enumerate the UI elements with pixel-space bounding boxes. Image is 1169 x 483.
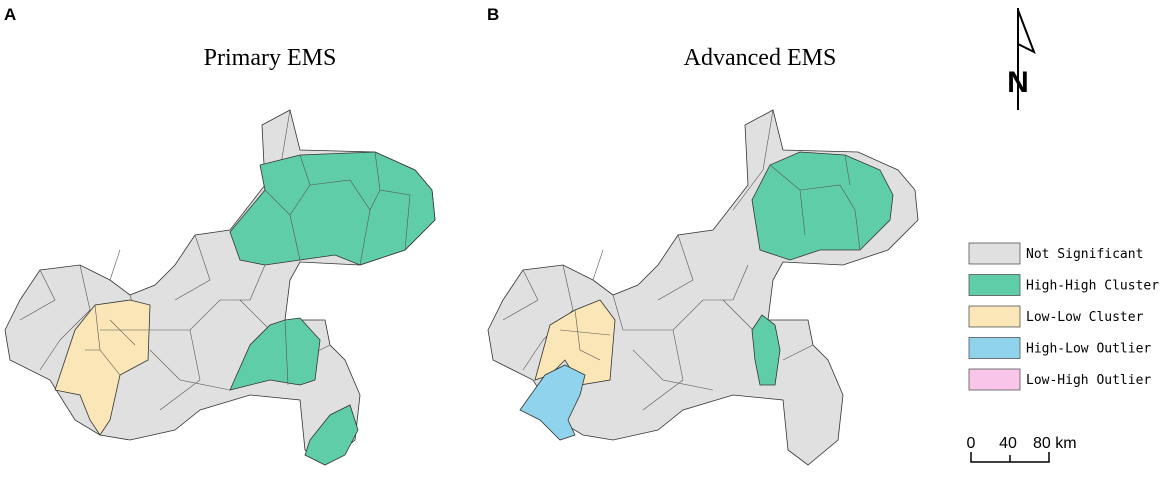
- panel-letter: B: [487, 5, 499, 24]
- legend-label: High-High Cluster: [1026, 279, 1159, 294]
- scale-label: 0: [967, 435, 976, 452]
- panel-letter: A: [4, 5, 16, 24]
- legend-swatch: [968, 242, 1021, 265]
- legend-swatch: [968, 368, 1021, 391]
- panel-title: Advanced EMS: [684, 45, 837, 71]
- legend-label: High-Low Outlier: [1026, 342, 1151, 357]
- map-b: [487, 109, 919, 466]
- map-a: [4, 109, 436, 466]
- panel-title: Primary EMS: [204, 45, 337, 71]
- legend: Not Significant High-High Cluster Low-Low …: [968, 242, 1159, 391]
- legend-label: Low-Low Cluster: [1026, 310, 1144, 325]
- scale-label: 40: [999, 435, 1017, 452]
- scale-label: 80 km: [1033, 435, 1077, 452]
- legend-label: Not Significant: [1026, 247, 1143, 262]
- legend-swatch: [968, 274, 1021, 296]
- legend-swatch: [968, 337, 1021, 359]
- scale-bar: 0 40 80 km: [967, 435, 1077, 463]
- legend-swatch: [968, 305, 1021, 328]
- legend-label: Low-High Outlier: [1026, 373, 1151, 388]
- north-label: N: [1007, 66, 1029, 99]
- north-arrow: N: [1007, 8, 1036, 110]
